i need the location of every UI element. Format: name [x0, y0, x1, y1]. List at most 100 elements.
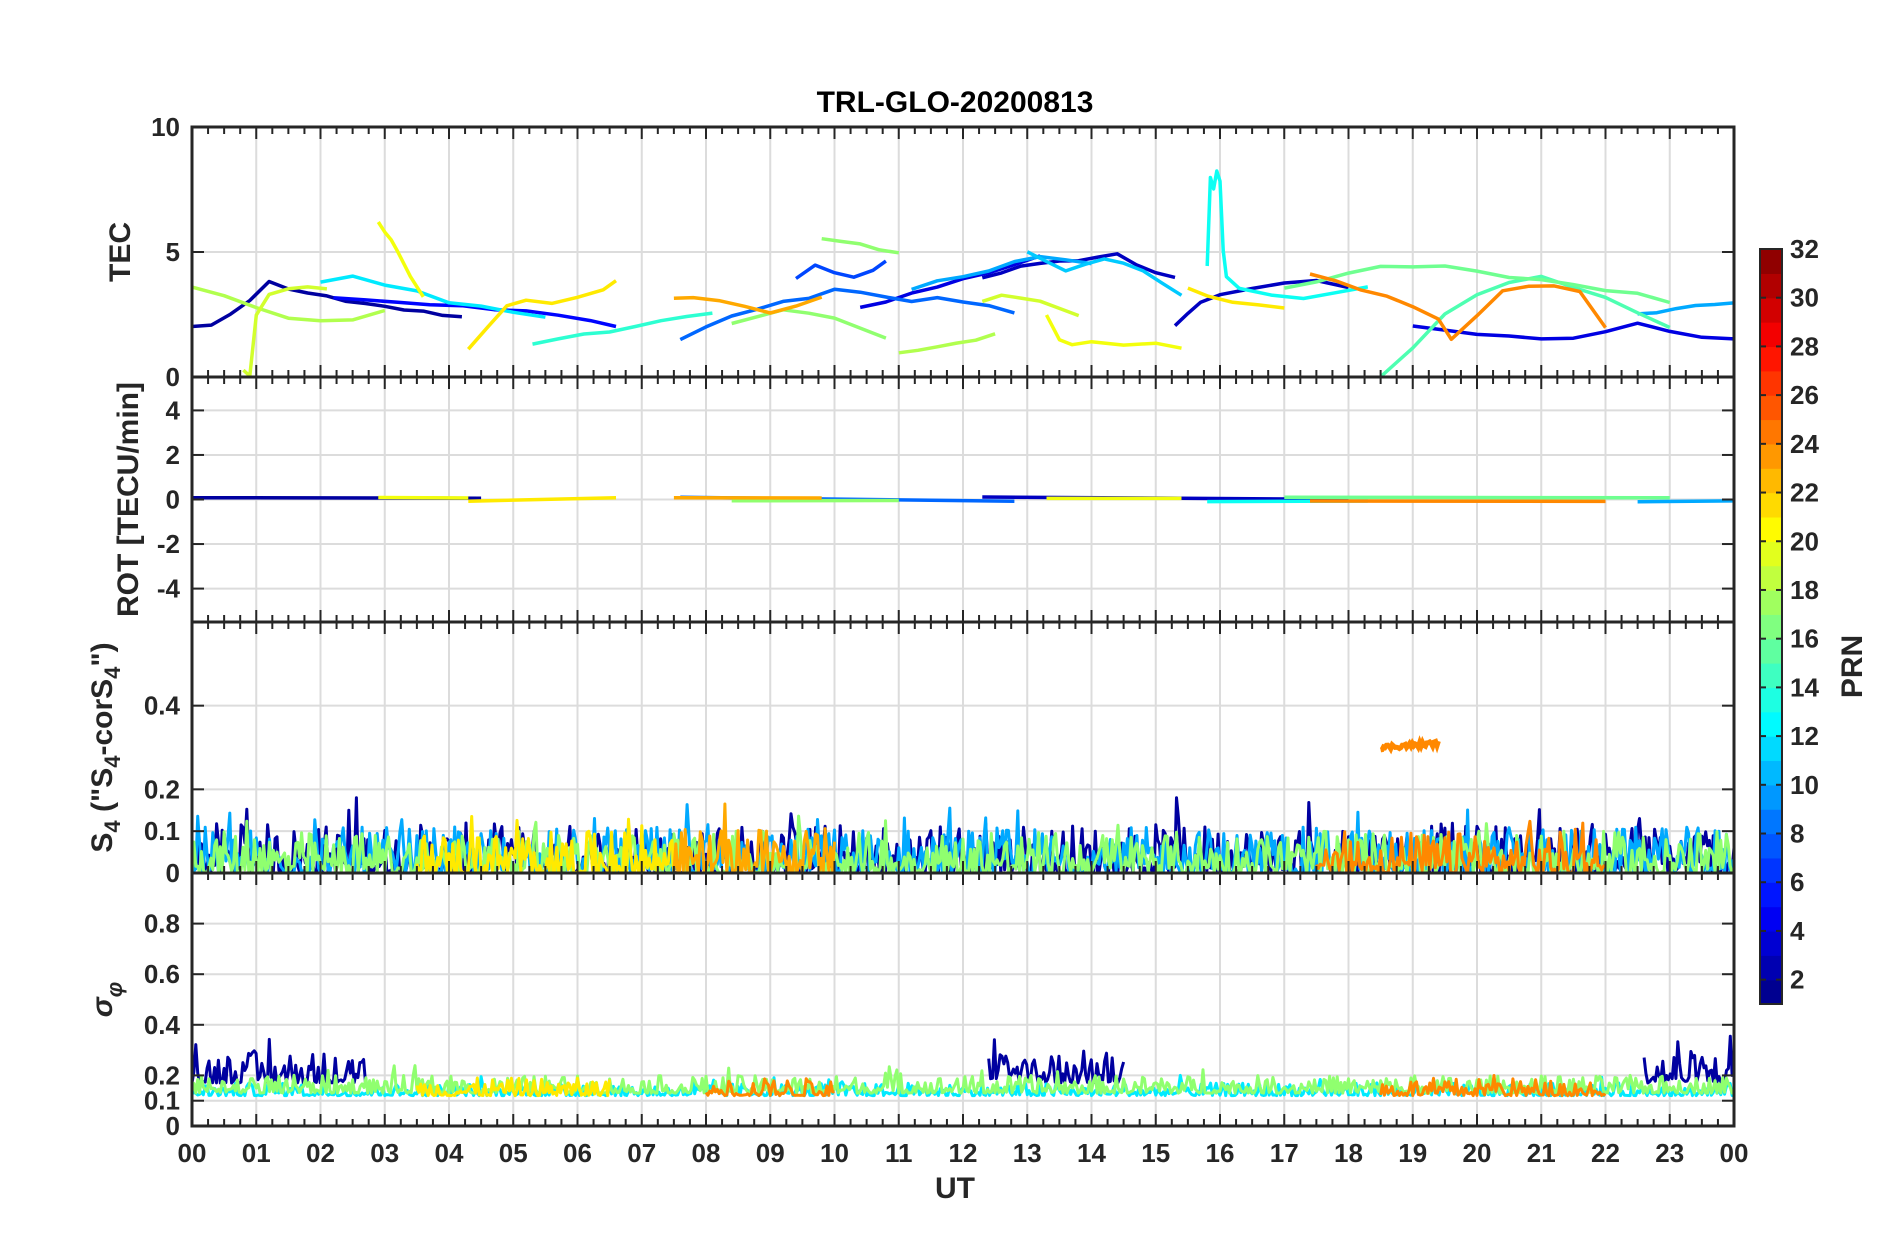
tec-data	[192, 169, 1734, 377]
x-tick-label: 17	[1270, 1138, 1299, 1168]
s4-label-part: 4	[100, 755, 125, 768]
rot-series-prn-10	[1637, 499, 1734, 504]
colorbar-tick-label: 8	[1790, 819, 1804, 849]
sigma-series-prn-21	[415, 1076, 612, 1098]
tec-series-prn-23	[673, 295, 823, 315]
colorbar-segment	[1760, 833, 1782, 859]
colorbar-segment	[1760, 565, 1782, 591]
colorbar-segment	[1760, 346, 1782, 372]
panel-rot: -4 -2 0 2 4 ROT [TECU/min]	[112, 375, 1736, 624]
tec-series-prn-4	[859, 254, 1041, 310]
tec-series-prn-17	[821, 236, 900, 255]
x-tick-label: 07	[627, 1138, 656, 1168]
s4-label-part: -corS	[86, 679, 119, 756]
sigma-y-axis-label: σφ	[86, 982, 127, 1017]
sigma-y-tick-label: 0	[166, 1111, 180, 1141]
x-tick-label: 19	[1398, 1138, 1427, 1168]
colorbar-segment	[1760, 468, 1782, 494]
tec-series-prn-12	[320, 274, 546, 319]
colorbar-tick-label: 18	[1790, 575, 1819, 605]
colorbar-segment	[1760, 979, 1782, 1005]
tec-series-prn-13	[1205, 169, 1369, 301]
colorbar-tick-label: 28	[1790, 331, 1819, 361]
tec-series-prn-10	[1637, 301, 1734, 316]
tec-series-prn-21	[1187, 286, 1285, 310]
x-axis-label: UT	[935, 1172, 975, 1205]
colorbar-segment	[1760, 760, 1782, 786]
colorbar-segment	[1760, 614, 1782, 640]
x-tick-label: 10	[820, 1138, 849, 1168]
x-tick-label: 01	[242, 1138, 271, 1168]
colorbar-tick-label: 6	[1790, 867, 1804, 897]
x-tick-label: 15	[1141, 1138, 1170, 1168]
colorbar-segment	[1760, 711, 1782, 737]
colorbar-tick-label: 24	[1790, 429, 1819, 459]
rot-data	[192, 495, 1734, 504]
rot-series-prn-20	[378, 495, 469, 500]
rot-y-tick-label: 2	[166, 440, 180, 470]
chart-title: TRL-GLO-20200813	[817, 86, 1094, 119]
colorbar-tick-label: 10	[1790, 770, 1819, 800]
x-tick-label: 05	[499, 1138, 528, 1168]
x-tick-label: 11	[885, 1138, 913, 1168]
colorbar-segment	[1760, 955, 1782, 981]
s4-label-part: 4	[100, 666, 125, 679]
sigma-y-tick-label: 0.1	[144, 1086, 180, 1116]
colorbar-segment	[1760, 419, 1782, 445]
s4-highlight-series	[1379, 735, 1441, 755]
x-tick-label: 00	[1720, 1138, 1749, 1168]
x-tick-label: 16	[1206, 1138, 1235, 1168]
tec-series-prn-8	[679, 287, 1015, 342]
colorbar-tick-label: 14	[1790, 672, 1819, 702]
tec-y-tick-label: 0	[166, 362, 180, 392]
sigma-series-prn-17	[192, 1064, 1734, 1095]
s4-y-tick-label: 0.4	[144, 691, 181, 721]
rot-series-prn-21	[468, 495, 617, 503]
colorbar-segment	[1760, 273, 1782, 299]
colorbar-segment	[1760, 297, 1782, 323]
x-tick-label: 00	[178, 1138, 207, 1168]
tec-series-prn-7	[794, 259, 887, 280]
colorbar-tick-label: 32	[1790, 234, 1819, 264]
s4-y-tick-label: 0	[166, 858, 180, 888]
colorbar-segment	[1760, 906, 1782, 932]
rot-y-tick-label: 0	[166, 485, 180, 515]
colorbar-tick-label: 16	[1790, 624, 1819, 654]
sigma-series-prn-24	[704, 1077, 835, 1098]
tec-series-prn-11	[1026, 250, 1183, 297]
tec-series-prn-18	[898, 332, 996, 355]
colorbar-tick-label: 2	[1790, 965, 1804, 995]
tec-y-tick-label: 10	[151, 112, 180, 142]
x-tick-label: 02	[306, 1138, 335, 1168]
tec-series-prn-24	[1309, 272, 1607, 342]
rot-y-tick-label: 4	[166, 395, 181, 425]
sigma-y-tick-label: 0.8	[144, 909, 180, 939]
tec-series-prn-20	[376, 221, 425, 298]
rot-y-tick-label: -2	[157, 529, 180, 559]
sigma-data	[192, 1034, 1734, 1098]
tec-series-prn-14	[532, 311, 713, 346]
x-tick-label: 21	[1527, 1138, 1556, 1168]
colorbar-segment	[1760, 516, 1782, 542]
colorbar-segment	[1760, 638, 1782, 664]
colorbar-segment	[1760, 322, 1782, 348]
panel-tec: 0 5 10 TEC	[104, 112, 1736, 392]
tec-series-prn-16	[1283, 264, 1671, 305]
colorbar-tick-label: 30	[1790, 283, 1819, 313]
sigma-label-sub: φ	[102, 982, 127, 997]
x-tick-label: 06	[563, 1138, 592, 1168]
colorbar-segment	[1760, 395, 1782, 421]
colorbar-segment	[1760, 784, 1782, 810]
x-tick-label: 03	[370, 1138, 399, 1168]
colorbar-segment	[1760, 882, 1782, 908]
s4-label-part: S	[86, 833, 119, 853]
colorbar-segment	[1760, 492, 1782, 518]
x-tick-label: 13	[1013, 1138, 1042, 1168]
colorbar-segment	[1760, 687, 1782, 713]
colorbar-tick-label: 20	[1790, 526, 1819, 556]
s4-label-part: ")	[86, 642, 119, 666]
sigma-series-prn-24	[1379, 1074, 1607, 1098]
x-tick-label: 12	[949, 1138, 978, 1168]
colorbar-segment	[1760, 663, 1782, 688]
